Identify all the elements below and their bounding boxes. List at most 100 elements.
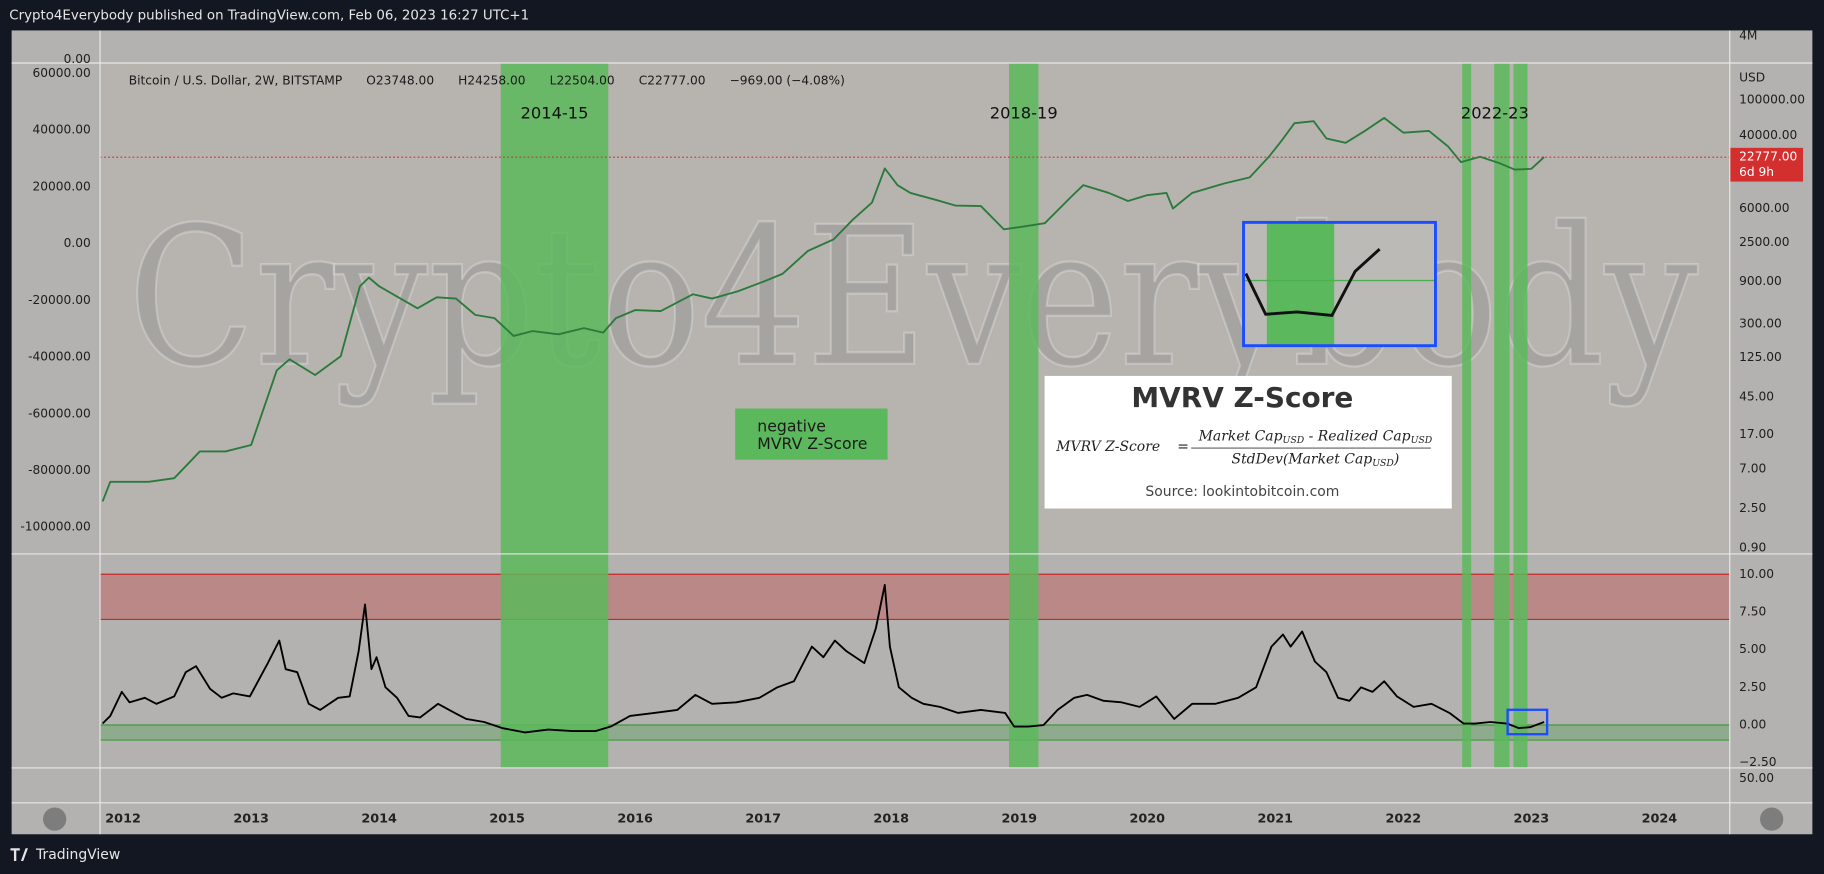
- formula-card: MVRV Z-Score MVRV Z-Score = Market CapUS…: [1044, 375, 1455, 509]
- formula-eq: =: [1177, 439, 1189, 455]
- zone: [1009, 63, 1039, 768]
- ohlc-value: 22777.00: [647, 73, 705, 87]
- data-layer: [101, 116, 1545, 734]
- x-tick-label: 2014: [361, 812, 397, 827]
- ohlc-value: 23748.00: [376, 73, 434, 87]
- x-tick-label: 2024: [1642, 812, 1678, 827]
- publish-header: Crypto4Everybody published on TradingVie…: [9, 8, 529, 23]
- y-tick-label: 2.50: [1739, 501, 1766, 515]
- x-tick-label: 2019: [1001, 812, 1037, 827]
- symbol-legend: Bitcoin / U.S. Dollar, 2W, BITSTAMP O237…: [109, 73, 856, 87]
- y-tick-label: 100000.00: [1739, 93, 1805, 107]
- ohlc-label: H: [458, 73, 467, 87]
- y-tick-label: 10.00: [1739, 567, 1774, 581]
- inset-curve: [1244, 248, 1381, 317]
- x-tick-label: 2015: [489, 812, 525, 827]
- zone: [1513, 63, 1528, 768]
- x-tick-label: 2017: [745, 812, 781, 827]
- scroll-button[interactable]: [43, 807, 67, 831]
- y-tick-label: 900.00: [1739, 274, 1782, 288]
- zone: [1494, 63, 1510, 768]
- x-tick-label: 2018: [873, 812, 909, 827]
- y2-tick-label: 60000.00: [33, 66, 91, 80]
- y2-tick-label: -80000.00: [28, 463, 91, 477]
- zones-layer: 2014-15 2018-19 2022-23: [500, 63, 1529, 768]
- y-tick-label: 2500.00: [1739, 235, 1789, 249]
- ohlc-label: O: [366, 73, 376, 87]
- y-unit: USD: [1739, 71, 1765, 85]
- formula-part: StdDev(Market Cap: [1232, 452, 1373, 468]
- footer: TradingView: [10, 847, 120, 863]
- y-tick-label: 2.50: [1739, 680, 1766, 694]
- formula-part: ): [1393, 452, 1399, 468]
- y-tick-label: 5.00: [1739, 642, 1766, 656]
- last-price-label: 22777.00: [1739, 150, 1797, 164]
- formula-sub: USD: [1372, 458, 1394, 469]
- brand-name: TradingView: [35, 847, 120, 863]
- y-tick-label: 7.50: [1739, 604, 1766, 618]
- series-line: [101, 583, 1545, 734]
- inset-frame: [1242, 220, 1437, 348]
- card-title: MVRV Z-Score: [1131, 381, 1353, 414]
- inset-zone: [1266, 223, 1335, 345]
- x-tick-label: 2020: [1129, 812, 1165, 827]
- y-tick-label: 7.00: [1739, 461, 1766, 475]
- change: −969.00 (−4.08%): [730, 73, 845, 87]
- x-tick-label: 2021: [1258, 812, 1294, 827]
- formula-numerator: Market CapUSD - Realized CapUSD: [1168, 428, 1455, 447]
- y-tick-label: 17.00: [1739, 427, 1774, 441]
- y-tick-label: 125.00: [1739, 350, 1782, 364]
- price-pane: [100, 63, 1730, 554]
- x-tick-label: 2016: [617, 812, 653, 827]
- band: [100, 574, 1730, 620]
- x-tick-label: 2012: [105, 812, 141, 827]
- x-tick-label: 2023: [1514, 812, 1550, 827]
- y-tick-label: 0.00: [1739, 717, 1766, 731]
- y-tick-label: 45.00: [1739, 390, 1774, 404]
- formula-denominator: StdDev(Market CapUSD): [1201, 452, 1422, 469]
- x-tick-label: 2022: [1386, 812, 1422, 827]
- top-pane-left-label: 0.00: [64, 52, 91, 66]
- card-background: [1044, 375, 1452, 509]
- pane-separators: [11, 30, 1813, 835]
- top-pane-right-label: 4M: [1739, 29, 1757, 43]
- y2-tick-label: -60000.00: [28, 406, 91, 420]
- y2-tick-label: 0.00: [64, 236, 91, 250]
- zone-label: 2014-15: [521, 104, 589, 123]
- y-tick-label: −2.50: [1739, 755, 1776, 769]
- brand-logo: [10, 848, 28, 862]
- ohlc-label: L: [550, 73, 557, 87]
- bottom-pane-right-label: 50.00: [1739, 771, 1774, 785]
- y2-tick-label: 40000.00: [33, 123, 91, 137]
- band: [100, 724, 1730, 741]
- ohlc-label: C: [639, 73, 648, 87]
- y2-tick-label: -20000.00: [28, 293, 91, 307]
- negative-box-line: negative: [757, 417, 826, 436]
- y2-tick-label: -40000.00: [28, 350, 91, 364]
- y2-tick-label: 20000.00: [33, 179, 91, 193]
- ohlc-value: 22504.00: [556, 73, 614, 87]
- formula-sub: USD: [1283, 434, 1305, 445]
- zone: [500, 63, 609, 768]
- axes-layer: 100000.00 40000.00 6000.00 2500.00 900.00 300…: [20, 66, 1805, 827]
- negative-box: [735, 408, 888, 460]
- y-tick-label: 6000.00: [1739, 201, 1789, 215]
- zone: [1462, 63, 1472, 768]
- formula-lhs: MVRV Z-Score: [1055, 439, 1160, 455]
- formula-part: - Realized Cap: [1304, 428, 1410, 444]
- formula-part: Market Cap: [1198, 428, 1283, 444]
- x-tick-label: 2013: [233, 812, 269, 827]
- card-source: Source: lookintobitcoin.com: [1145, 484, 1339, 500]
- last-price-box: [1729, 147, 1804, 182]
- last-price-countdown: 6d 9h: [1739, 165, 1774, 179]
- settings-button[interactable]: [1760, 807, 1784, 831]
- negative-box-line: MVRV Z-Score: [757, 434, 867, 453]
- y-tick-label: 0.90: [1739, 540, 1766, 554]
- series-line: [101, 116, 1545, 502]
- ohlc-value: 24258.00: [467, 73, 525, 87]
- y-tick-label: 300.00: [1739, 317, 1782, 331]
- highlight-box: [1506, 708, 1549, 736]
